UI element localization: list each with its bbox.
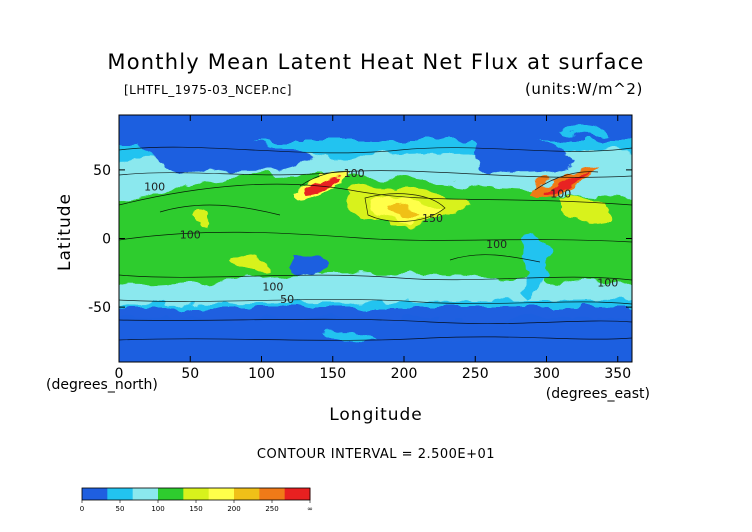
colorbar-swatch [158, 488, 184, 500]
x-tick-label: 100 [248, 366, 275, 382]
colorbar-label: 200 [227, 505, 240, 513]
field-band-yellowgreen-3 [190, 208, 212, 226]
contour-label: 100 [144, 180, 165, 193]
colorbar-swatch [259, 488, 286, 500]
field-antarctic-patch [320, 332, 380, 346]
field-north-polar [119, 115, 632, 140]
field-band-yellowgreen-4 [230, 254, 269, 271]
x-tick-label: 200 [391, 366, 418, 382]
colorbar-swatch [107, 488, 134, 500]
x-tick-label: 150 [319, 366, 346, 382]
contour-label: 50 [280, 293, 294, 306]
colorbar-label: 150 [189, 505, 202, 513]
source-file-label: [LHTFL_1975-03_NCEP.nc] [124, 83, 292, 97]
contour-interval-note: CONTOUR INTERVAL = 2.500E+01 [257, 447, 495, 462]
colorbar-swatch [234, 488, 260, 500]
field-land-australia [290, 251, 330, 278]
field-kuroshio-red [305, 176, 345, 192]
colorbar-swatch [183, 488, 210, 500]
contour-label: 100 [550, 187, 571, 200]
contour-label: 100 [344, 167, 365, 180]
contour-label: 100 [262, 281, 283, 294]
y-axis-title: Latitude [55, 193, 75, 271]
field-land-eurasia [140, 135, 310, 176]
y-tick-label: -50 [88, 300, 111, 316]
x-tick-label: 250 [462, 366, 489, 382]
colorbar-swatch [284, 488, 311, 500]
x-tick-label: 50 [181, 366, 199, 382]
heatmap-field [119, 115, 632, 362]
contour-lines [119, 146, 632, 341]
units-label: (units:W/m^2) [525, 80, 643, 98]
contour-label: 100 [486, 238, 507, 251]
colorbar-swatch [132, 488, 159, 500]
x-unit-label: (degrees_east) [546, 386, 650, 402]
x-tick-label: 0 [115, 366, 124, 382]
colorbar-swatch [82, 488, 108, 500]
contour-label: 100 [180, 229, 201, 242]
field-land-africa [124, 221, 169, 282]
contour-label: 100 [597, 277, 618, 290]
y-tick-label: 0 [102, 232, 111, 248]
colorbar-label: 100 [151, 505, 164, 513]
field-gulf-red [542, 174, 592, 191]
x-axis: 0 50 100 150 200 250 300 350 [115, 115, 631, 382]
chart-title: Monthly Mean Latent Heat Net Flux at sur… [107, 50, 644, 74]
colorbar-label: 50 [116, 505, 125, 513]
colorbar-label: ∞ [307, 505, 313, 513]
x-tick-label: 300 [533, 366, 560, 382]
y-axis: -50 0 50 [88, 163, 632, 316]
field-arctic-patch [560, 126, 610, 136]
colorbar-label: 0 [80, 505, 84, 513]
colorbar: 0 50 100 150 200 250 ∞ [80, 487, 313, 513]
colorbar-swatch [208, 488, 235, 500]
colorbar-label: 250 [265, 505, 278, 513]
x-tick-label: 350 [604, 366, 631, 382]
y-unit-label: (degrees_north) [46, 377, 158, 393]
y-tick-label: 50 [93, 163, 111, 179]
x-axis-title: Longitude [329, 405, 423, 425]
field-core-orange [390, 203, 418, 216]
field-land-samerica [522, 233, 549, 300]
field-land-namerica [470, 137, 575, 174]
contour-label: 150 [422, 212, 443, 225]
